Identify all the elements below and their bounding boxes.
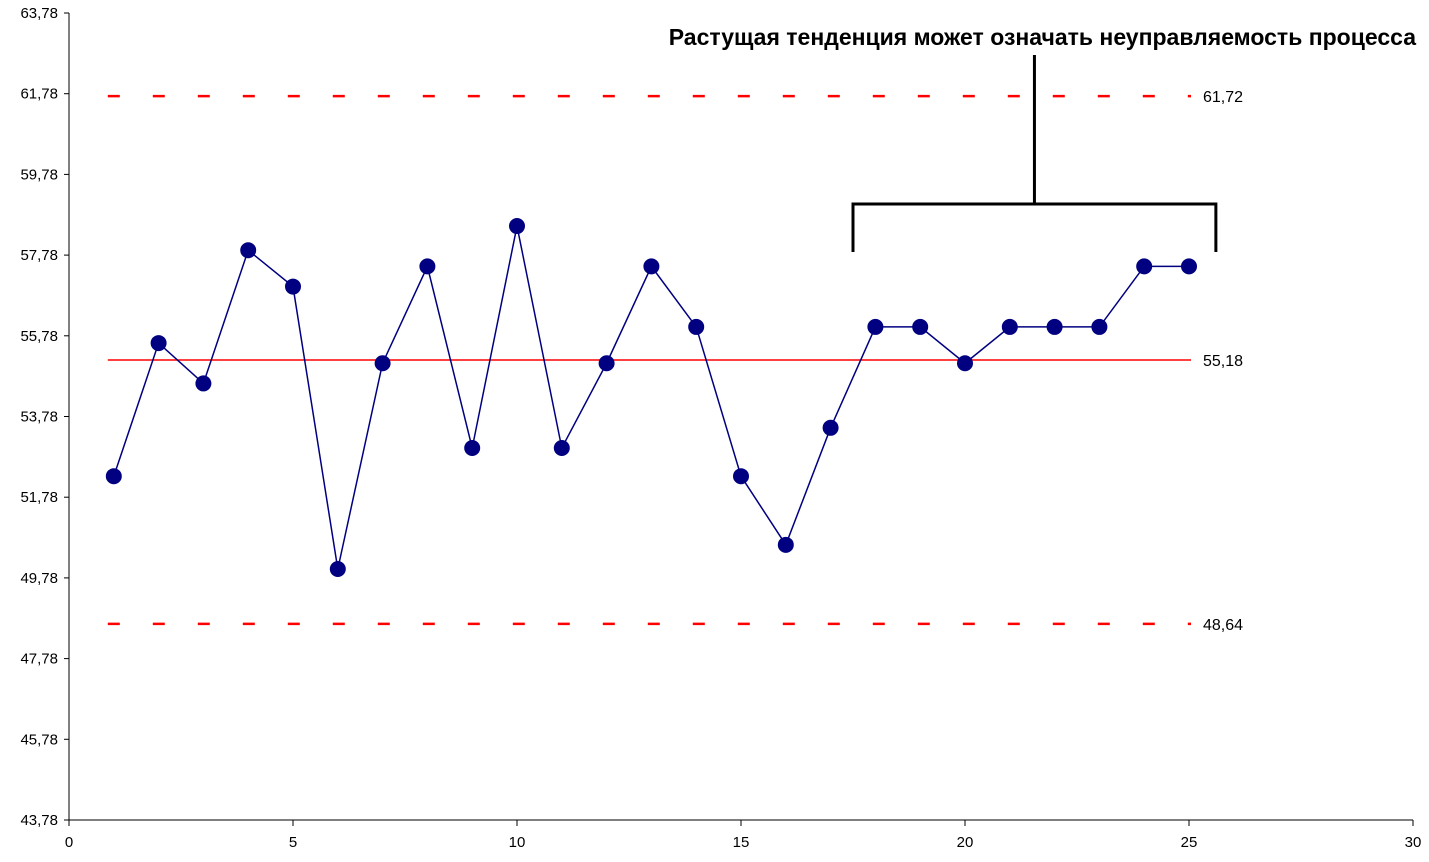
y-tick-label: 51,78 [20,489,58,506]
x-tick-label: 0 [65,834,73,851]
data-point [1136,258,1153,275]
data-point [329,561,346,578]
data-point [240,242,257,259]
data-point [105,468,122,485]
annotation-text: Растущая тенденция может означать неупра… [669,24,1416,50]
data-series [105,218,1197,578]
data-point [464,439,481,456]
y-tick-label: 55,78 [20,328,58,345]
data-point [777,536,794,553]
y-tick-label: 45,78 [20,731,58,748]
x-axis: 0 5 10 15 20 25 30 [65,819,1422,851]
data-point [509,218,525,235]
data-point [867,318,884,335]
data-point [1091,318,1108,335]
data-point [912,318,929,335]
data-point [419,258,436,275]
center-label: 55,18 [1203,353,1243,370]
y-axis: 43,78 45,78 47,78 49,78 51,78 53,78 55,78 57,78… [20,5,70,829]
control-limits: 61,72 55,18 48,64 [107,89,1243,634]
y-tick-label: 53,78 [20,409,58,426]
data-point [1001,318,1018,335]
data-point [643,258,660,275]
x-tick-label: 25 [1181,834,1198,851]
data-point [285,278,301,295]
x-tick-label: 15 [733,834,750,851]
y-tick-label: 59,78 [20,166,58,183]
y-tick-label: 47,78 [20,651,58,668]
ucl-label: 61,72 [1203,89,1243,106]
trend-bracket [851,55,1218,252]
data-point [1046,318,1063,335]
y-tick-label: 49,78 [20,570,58,587]
x-tick-label: 5 [289,834,297,851]
x-tick-label: 20 [957,834,974,851]
y-tick-label: 43,78 [20,812,58,829]
lcl-label: 48,64 [1203,617,1243,634]
x-tick-label: 30 [1405,834,1422,851]
data-point [374,355,391,372]
data-point [598,355,615,372]
trend-annotation: Растущая тенденция может означать неупра… [669,24,1416,252]
data-point [553,439,570,456]
data-point [195,375,212,392]
data-point [957,355,973,372]
data-point [733,468,749,485]
data-point [150,335,167,352]
series-line [113,225,1189,570]
data-point [1181,258,1197,275]
data-point [822,419,839,436]
y-tick-label: 61,78 [20,86,58,103]
y-tick-label: 57,78 [20,247,58,264]
data-point [688,318,705,335]
x-tick-label: 10 [509,834,526,851]
y-tick-label: 63,78 [20,5,58,22]
